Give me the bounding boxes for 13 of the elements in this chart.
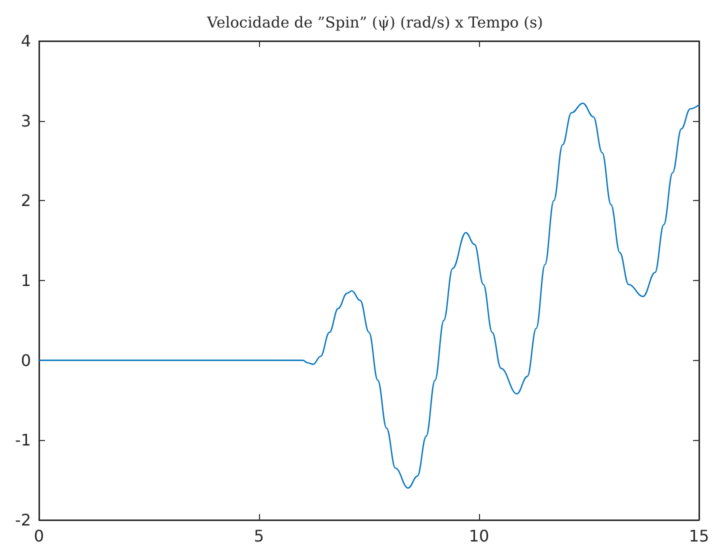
chart-title: Velocidade de ”Spin” (ψ̇) (rad/s) x Tempo (s): [206, 14, 543, 32]
y-tick-label: 4: [20, 32, 31, 50]
y-tick-label: 1: [20, 271, 31, 290]
y-tick-label: -2: [15, 510, 31, 530]
x-tick-label: 5: [254, 526, 264, 546]
x-tick-label: 10: [468, 526, 490, 546]
y-tick-label: 3: [20, 111, 31, 130]
y-tick-label: -1: [15, 430, 31, 450]
x-tick-label: 0: [34, 526, 44, 546]
x-tick-label: 15: [688, 526, 710, 546]
y-tick-label: 0: [20, 350, 31, 370]
y-tick-label: 2: [20, 191, 31, 210]
line-series: [38, 102, 700, 489]
